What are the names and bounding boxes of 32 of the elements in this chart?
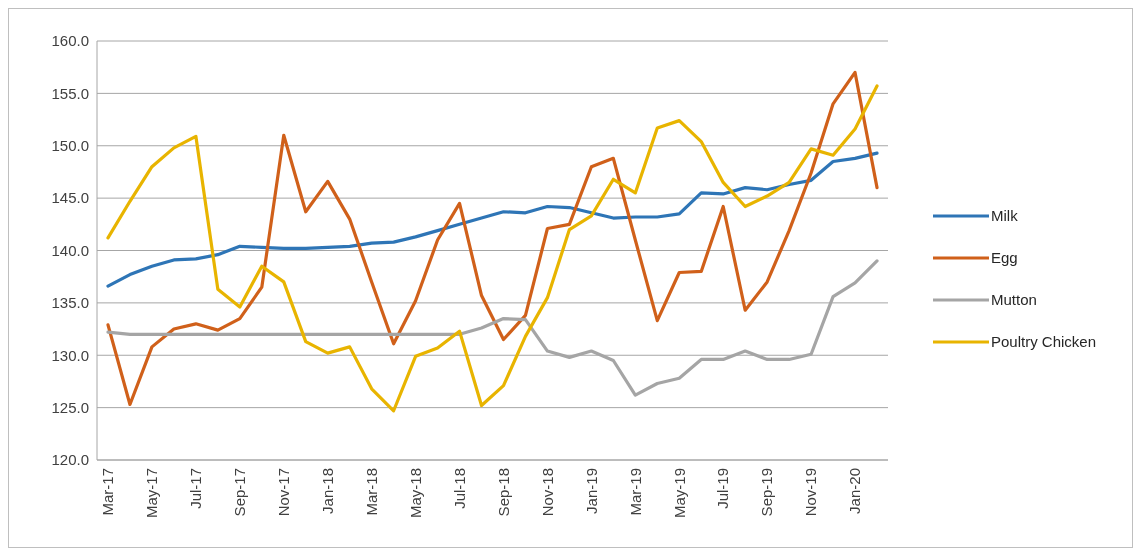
x-tick-label: Sep-19 — [758, 468, 776, 517]
x-tick-label: May-19 — [670, 468, 688, 519]
y-tick-label: 160.0 — [51, 32, 89, 50]
x-tick-label: Nov-17 — [275, 468, 293, 517]
x-tick-label: Jul-19 — [714, 468, 732, 509]
legend-label: Egg — [991, 249, 1018, 267]
x-tick-label: Jul-17 — [187, 468, 205, 509]
y-tick-label: 120.0 — [51, 451, 89, 469]
x-tick-label: Sep-17 — [231, 468, 249, 517]
legend-label: Poultry Chicken — [991, 333, 1097, 351]
x-tick-label: Sep-18 — [494, 468, 512, 517]
y-tick-label: 135.0 — [51, 294, 89, 312]
line-series — [106, 151, 879, 288]
x-tick-label: Nov-19 — [802, 468, 820, 517]
legend-label: Milk — [991, 207, 1019, 225]
y-tick-label: 125.0 — [51, 398, 89, 416]
x-tick-label: Mar-18 — [362, 468, 380, 516]
x-tick-label: May-18 — [406, 468, 424, 519]
x-tick-label: Mar-17 — [99, 468, 117, 516]
x-tick-label: Jan-19 — [582, 468, 600, 514]
legend-label: Mutton — [991, 291, 1037, 309]
y-tick-label: 150.0 — [51, 137, 89, 154]
x-tick-label: Mar-19 — [626, 468, 644, 516]
y-tick-label: 140.0 — [51, 241, 89, 259]
x-tick-label: May-17 — [143, 468, 161, 519]
x-tick-label: Jan-20 — [846, 468, 864, 514]
y-tick-label: 130.0 — [51, 346, 89, 364]
y-tick-label: 145.0 — [51, 189, 89, 207]
x-tick-label: Nov-18 — [538, 468, 556, 517]
y-tick-label: 155.0 — [51, 84, 89, 102]
x-tick-label: Jan-18 — [318, 468, 336, 514]
x-tick-label: Jul-18 — [450, 468, 468, 509]
